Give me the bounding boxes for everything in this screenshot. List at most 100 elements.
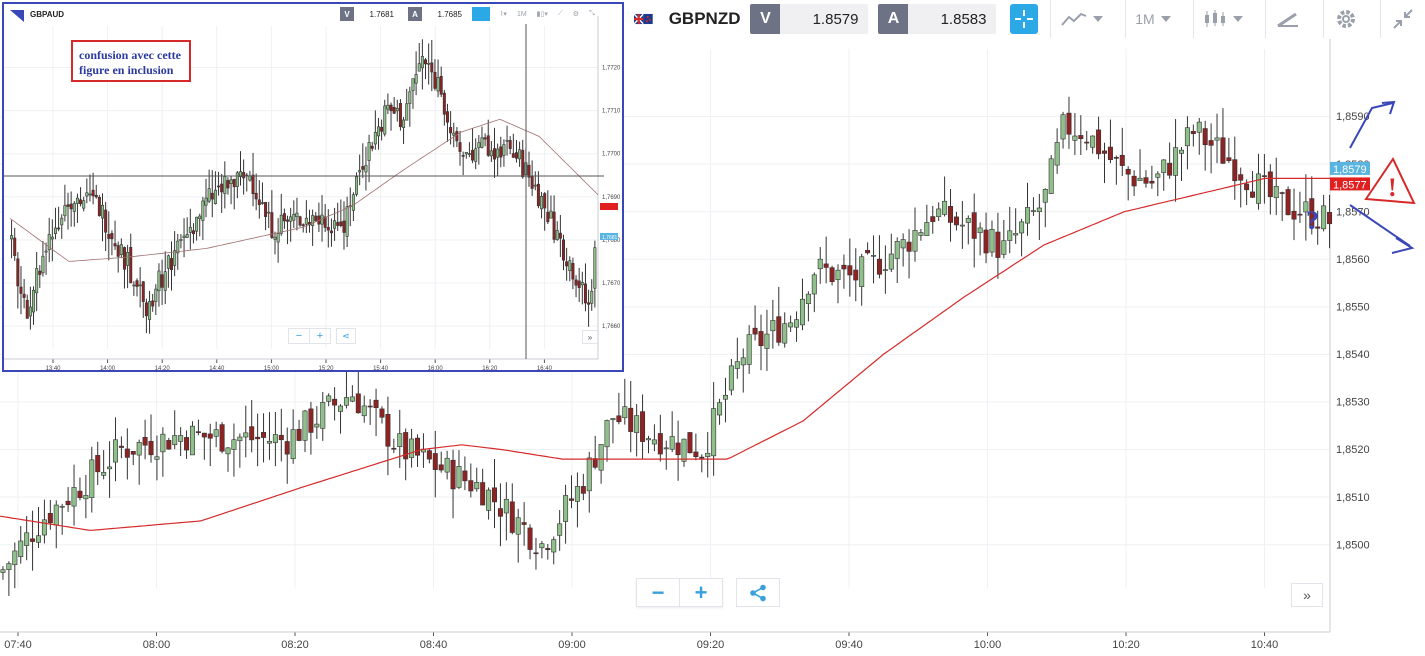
- question-mark-annotation: ?: [1306, 206, 1319, 235]
- main-candle-body: [669, 436, 675, 450]
- inset-candle-body: [138, 284, 142, 287]
- inset-time-tick-label: 16:00: [428, 366, 444, 370]
- inset-candle-body: [355, 176, 359, 195]
- inset-time-tick-label: 14:20: [155, 366, 171, 370]
- inset-candle-body: [104, 209, 108, 233]
- inset-candle-body: [273, 236, 277, 240]
- main-candle-body: [1060, 114, 1066, 140]
- inset-crosshair-button[interactable]: [472, 7, 490, 21]
- crosshair-button[interactable]: [1010, 4, 1038, 34]
- sell-price-button[interactable]: V 1.8579: [750, 4, 869, 34]
- inset-candle-body: [455, 131, 459, 142]
- inset-candle-body: [574, 279, 578, 286]
- inset-toolbar: GBPAUD V 1.7681 A 1.7685 ⌇▾ 1M ▮▯▾ ⟋ ⚙ ⤡: [4, 4, 622, 24]
- collapse-button[interactable]: [1381, 0, 1425, 38]
- inset-candle-body: [267, 211, 271, 214]
- main-candle-body: [906, 241, 912, 252]
- inset-draw-tool-icon[interactable]: ⟋: [557, 10, 563, 17]
- main-candle-body: [320, 402, 326, 429]
- main-time-tick-label: 08:00: [143, 639, 171, 651]
- fast-forward-button[interactable]: »: [1291, 583, 1323, 607]
- main-candle-body: [681, 438, 687, 462]
- main-candle-body: [1113, 157, 1119, 159]
- main-candle-body: [379, 408, 385, 418]
- inset-candle-body: [69, 203, 73, 210]
- inset-zoom-out-button[interactable]: −: [289, 329, 310, 343]
- main-candle-body: [1042, 188, 1048, 203]
- main-candle-body: [1315, 226, 1321, 229]
- inset-collapse-icon[interactable]: ⤡: [589, 10, 595, 17]
- main-candle-body: [533, 552, 539, 555]
- main-candle-body: [1078, 135, 1084, 140]
- inset-buy-letter[interactable]: A: [408, 7, 422, 21]
- inset-candle-body: [373, 132, 377, 145]
- annotation-note-line1: confusion avec cette: [79, 48, 181, 62]
- inset-candle-body: [555, 230, 559, 241]
- chart-type-dropdown[interactable]: [1051, 0, 1113, 38]
- inset-candle-body: [113, 243, 117, 247]
- main-candle-body: [492, 487, 498, 503]
- inset-price-chart[interactable]: 1,7720 1,7710 1,7700 1,7690 1,7680 1,7670 1,76…: [4, 4, 622, 370]
- inset-candle-body: [464, 151, 468, 155]
- inset-candle-body: [75, 197, 79, 204]
- main-candle-body: [178, 435, 184, 442]
- share-button[interactable]: [736, 578, 780, 607]
- inset-candle-body: [19, 286, 23, 294]
- main-candle-body: [1220, 137, 1226, 164]
- drawing-tools-button[interactable]: [1266, 0, 1310, 38]
- timeframe-dropdown[interactable]: 1M: [1125, 0, 1180, 38]
- candle-style-dropdown[interactable]: [1193, 0, 1253, 38]
- zoom-in-button[interactable]: +: [694, 579, 708, 605]
- inset-candle-body: [47, 234, 51, 251]
- inset-candle-body: [549, 210, 553, 219]
- toolbar-divider: [1124, 0, 1126, 38]
- main-candle-body: [59, 505, 65, 508]
- main-moving-average-line: [0, 177, 1333, 531]
- zoom-out-button[interactable]: −: [637, 579, 680, 606]
- main-candle-body: [740, 357, 746, 366]
- inset-candle-body: [580, 282, 584, 286]
- inset-sell-letter[interactable]: V: [340, 7, 354, 21]
- main-candle-body: [545, 548, 551, 551]
- main-candle-body: [1102, 150, 1108, 154]
- inset-candle-body: [22, 293, 26, 298]
- inset-candle-body: [329, 230, 333, 234]
- inset-gear-icon[interactable]: ⚙: [572, 11, 580, 18]
- inset-chart-type-icon[interactable]: ⌇▾: [500, 11, 507, 18]
- inset-candle-body: [154, 288, 158, 302]
- inset-candle-body: [480, 137, 484, 148]
- inset-candle-body: [370, 145, 374, 149]
- inset-candle-body: [229, 179, 233, 184]
- inset-zoom-in-button[interactable]: +: [316, 330, 324, 342]
- inset-share-icon[interactable]: ⋖: [336, 328, 356, 344]
- inset-candlestick-icon[interactable]: ▮▯▾: [536, 11, 548, 18]
- main-candle-body: [308, 408, 314, 433]
- inset-fast-forward-button[interactable]: »: [582, 330, 598, 344]
- inset-candle-body: [72, 203, 76, 212]
- inset-ma-price-tag: [600, 203, 618, 210]
- inset-timeframe-label[interactable]: 1M: [516, 10, 527, 18]
- inset-candle-body: [536, 183, 540, 207]
- gear-icon: [1336, 10, 1355, 28]
- inset-candle-body: [94, 194, 98, 198]
- main-candle-body: [764, 333, 770, 349]
- main-candle-body: [746, 334, 752, 365]
- main-candle-body: [953, 216, 959, 226]
- inset-candle-body: [260, 202, 264, 204]
- main-candle-body: [237, 436, 243, 442]
- inset-candle-body: [389, 104, 393, 112]
- main-candle-body: [971, 212, 977, 239]
- settings-button[interactable]: [1323, 0, 1367, 38]
- inset-candle-body: [220, 183, 224, 193]
- main-candle-body: [480, 482, 486, 506]
- main-candle-body: [557, 523, 563, 536]
- main-candle-body: [1255, 173, 1261, 204]
- main-candle-body: [255, 436, 261, 440]
- line-chart-icon: [1060, 12, 1086, 26]
- buy-price-button[interactable]: A 1.8583: [878, 4, 997, 34]
- inset-candle-body: [88, 193, 92, 196]
- inset-sell-price: 1.7681: [369, 9, 394, 19]
- inset-candle-body: [380, 126, 384, 132]
- main-candle-body: [563, 495, 569, 522]
- inset-price-tick-label: 1,7720: [602, 66, 621, 72]
